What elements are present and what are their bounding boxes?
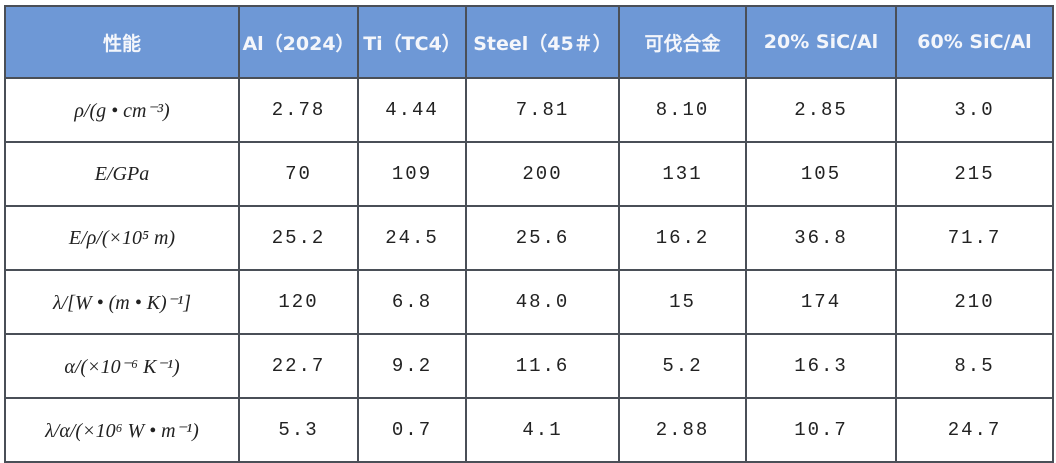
cell: 174	[745, 269, 897, 335]
table-body: ρ/(g • cm⁻³) 2.78 4.44 7.81 8.10 2.85 3.0 E/GPa…	[4, 77, 1054, 463]
header-cell: 可伐合金	[618, 5, 747, 79]
cell: 5.3	[238, 397, 359, 463]
cell: 16.3	[745, 333, 897, 399]
row-label: λ/α/(×10⁶ W • m⁻¹)	[4, 397, 240, 463]
cell: 25.6	[465, 205, 620, 271]
cell: 2.78	[238, 77, 359, 143]
cell: 6.8	[357, 269, 467, 335]
properties-table: 性能 Al（2024） Ti（TC4） Steel（45＃） 可伐合金 20% SiC/A…	[4, 5, 1054, 463]
cell: 8.10	[618, 77, 747, 143]
cell: 5.2	[618, 333, 747, 399]
cell: 24.5	[357, 205, 467, 271]
cell: 15	[618, 269, 747, 335]
cell: 105	[745, 141, 897, 207]
cell: 210	[895, 269, 1054, 335]
table-row: E/GPa 70 109 200 131 105 215	[4, 141, 1054, 207]
cell: 24.7	[895, 397, 1054, 463]
header-cell: Steel（45＃）	[465, 5, 620, 79]
cell: 7.81	[465, 77, 620, 143]
row-label: E/GPa	[4, 141, 240, 207]
header-cell: Ti（TC4）	[357, 5, 467, 79]
cell: 71.7	[895, 205, 1054, 271]
cell: 9.2	[357, 333, 467, 399]
cell: 109	[357, 141, 467, 207]
row-label: α/(×10⁻⁶ K⁻¹)	[4, 333, 240, 399]
cell: 215	[895, 141, 1054, 207]
cell: 0.7	[357, 397, 467, 463]
cell: 10.7	[745, 397, 897, 463]
row-label: ρ/(g • cm⁻³)	[4, 77, 240, 143]
cell: 131	[618, 141, 747, 207]
cell: 11.6	[465, 333, 620, 399]
cell: 25.2	[238, 205, 359, 271]
cell: 16.2	[618, 205, 747, 271]
cell: 3.0	[895, 77, 1054, 143]
cell: 8.5	[895, 333, 1054, 399]
table-row: α/(×10⁻⁶ K⁻¹) 22.7 9.2 11.6 5.2 16.3 8.5	[4, 333, 1054, 399]
header-cell: 60% SiC/Al	[895, 5, 1054, 79]
cell: 36.8	[745, 205, 897, 271]
cell: 48.0	[465, 269, 620, 335]
cell: 4.44	[357, 77, 467, 143]
cell: 22.7	[238, 333, 359, 399]
cell: 4.1	[465, 397, 620, 463]
table-row: λ/α/(×10⁶ W • m⁻¹) 5.3 0.7 4.1 2.88 10.7 24.7	[4, 397, 1054, 463]
table-row: E/ρ/(×10⁵ m) 25.2 24.5 25.6 16.2 36.8 71.7	[4, 205, 1054, 271]
cell: 70	[238, 141, 359, 207]
cell: 2.85	[745, 77, 897, 143]
row-label: E/ρ/(×10⁵ m)	[4, 205, 240, 271]
cell: 200	[465, 141, 620, 207]
table-row: ρ/(g • cm⁻³) 2.78 4.44 7.81 8.10 2.85 3.0	[4, 77, 1054, 143]
cell: 2.88	[618, 397, 747, 463]
header-cell: 性能	[4, 5, 240, 79]
header-cell: Al（2024）	[238, 5, 359, 79]
header-row: 性能 Al（2024） Ti（TC4） Steel（45＃） 可伐合金 20% SiC/A…	[4, 5, 1054, 79]
table-row: λ/[W • (m • K)⁻¹] 120 6.8 48.0 15 174 210	[4, 269, 1054, 335]
cell: 120	[238, 269, 359, 335]
row-label: λ/[W • (m • K)⁻¹]	[4, 269, 240, 335]
header-cell: 20% SiC/Al	[745, 5, 897, 79]
